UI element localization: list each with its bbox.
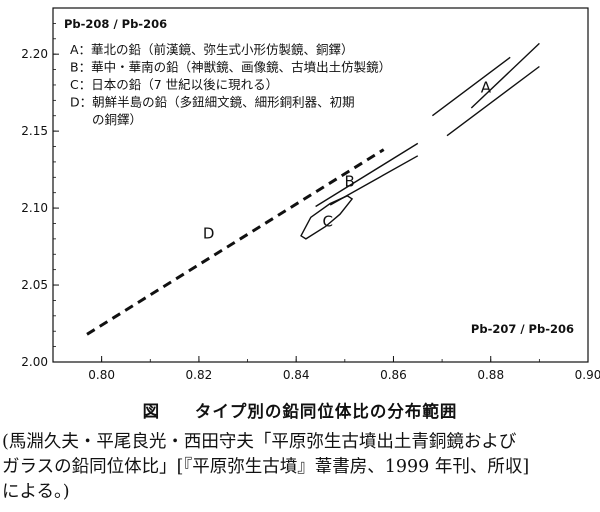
y-tick-label: 2.15 (21, 124, 48, 138)
figure-caption: (馬淵久夫・平尾良光・西田守夫「平原弥生古墳出土青銅鏡および ガラスの鉛同位体比… (2, 430, 594, 505)
x-tick-label: 0.88 (477, 368, 504, 382)
chart-axes (52, 7, 589, 363)
plot-frame (52, 7, 589, 363)
y-tick-label: 2.00 (21, 355, 48, 369)
figure-title: 図 タイプ別の鉛同位体比の分布範囲 (0, 398, 600, 422)
region-a-upper-line (470, 42, 540, 109)
region-a-inner-line (431, 56, 511, 117)
legend-entry: D：朝鮮半島の鉛（多鈕細文鏡、細形銅利器、初期 (70, 95, 355, 110)
region-b-upper-line (315, 142, 419, 208)
caption-line: (馬淵久夫・平尾良光・西田守夫「平原弥生古墳出土青銅鏡および (2, 432, 517, 452)
y-tick-label: 2.05 (21, 278, 48, 292)
x-axis-label: Pb-207 / Pb-206 (471, 322, 574, 336)
figure-title-text: タイプ別の鉛同位体比の分布範囲 (194, 402, 458, 421)
region-c-outline (300, 195, 354, 240)
x-tick-label: 0.84 (283, 368, 310, 382)
isotope-chart: 0.80 0.82 0.84 0.86 0.88 0.90 2.00 2.05 2.10 2.15… (21, 7, 600, 382)
x-tick-label: 0.86 (380, 368, 407, 382)
y-tick-label: 2.20 (21, 47, 48, 61)
caption-line: による。) (2, 482, 70, 502)
region-a-label: A (481, 78, 492, 96)
caption-line: ガラスの鉛同位体比」[『平原弥生古墳』葦書房、1999 年刊、所収] (2, 457, 530, 477)
x-tick-label: 0.82 (186, 368, 213, 382)
region-a-lower-line (446, 65, 540, 137)
legend-entry: C：日本の鉛（7 世紀以後に現れる） (70, 77, 278, 92)
legend-entry: B：華中・華南の鉛（神獣鏡、画像鏡、古墳出土仿製鏡） (70, 60, 391, 75)
region-d-label: D (203, 225, 215, 243)
chart-regions: A B C D (86, 42, 540, 336)
y-tick-label: 2.10 (21, 201, 48, 215)
legend-entry: の銅鐸） (92, 112, 142, 127)
x-tick-label: 0.90 (575, 368, 600, 382)
y-axis-label: Pb-208 / Pb-206 (64, 17, 167, 31)
region-c-label: C (323, 212, 333, 230)
chart-legend: A：華北の鉛（前漢鏡、弥生式小形仿製鏡、銅鐸） B：華中・華南の鉛（神獣鏡、画像鏡… (70, 42, 391, 127)
legend-entry: A：華北の鉛（前漢鏡、弥生式小形仿製鏡、銅鐸） (70, 42, 354, 57)
chart-ticks: 0.80 0.82 0.84 0.86 0.88 0.90 2.00 2.05 2.10 2.15… (21, 7, 600, 382)
figure-label: 図 (142, 402, 161, 421)
x-tick-label: 0.80 (88, 368, 115, 382)
region-b-label: B (345, 172, 355, 190)
region-d-dashed-line (86, 148, 385, 336)
